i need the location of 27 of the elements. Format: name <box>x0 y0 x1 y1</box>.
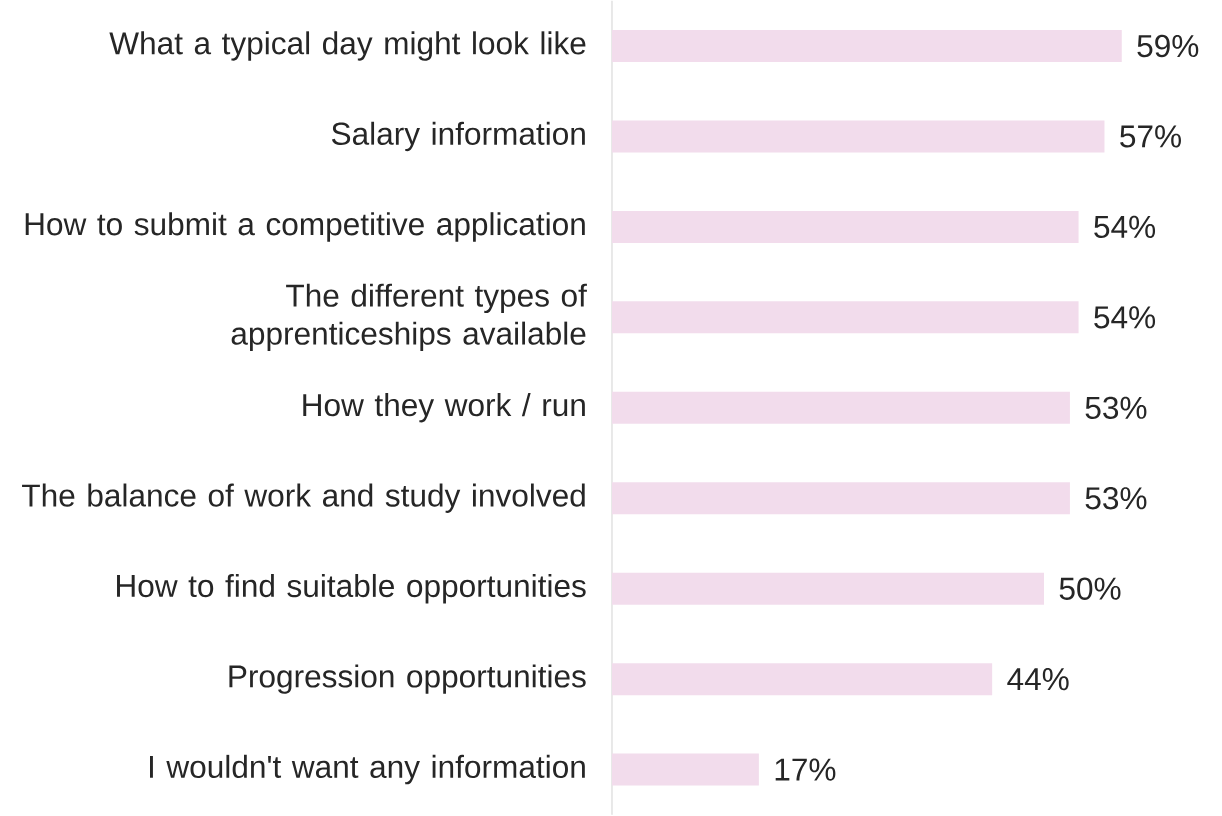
bar <box>611 663 993 696</box>
data-label: 59% <box>1137 35 1199 58</box>
y-tick-label: The balance of work and study involved <box>22 483 585 514</box>
data-label: 53% <box>1085 487 1147 510</box>
y-tick-label: Salary information <box>331 121 585 152</box>
data-label: 57% <box>1120 125 1181 148</box>
data-label: 53% <box>1085 396 1147 420</box>
y-tick-label: The different types of apprenticeships available <box>231 283 587 352</box>
data-label: 54% <box>1094 306 1156 329</box>
data-label: 17% <box>775 758 836 781</box>
data-label: 50% <box>1059 577 1121 601</box>
bar <box>611 572 1044 605</box>
bar <box>611 211 1079 244</box>
bar <box>611 301 1079 334</box>
y-tick-label: How to find suitable opportunities <box>117 574 586 604</box>
bar <box>611 392 1070 424</box>
bar <box>611 482 1070 515</box>
y-tick-label: Progression opportunities <box>229 664 586 695</box>
y-tick-label: How they work / run <box>303 393 585 423</box>
y-tick-label: How to submit a competitive application <box>25 212 585 242</box>
bar <box>611 753 759 786</box>
y-tick-label: I wouldn't want any information <box>149 755 585 785</box>
y-tick-label: What a typical day might look like <box>109 31 586 61</box>
bar <box>611 120 1105 153</box>
bar <box>611 30 1122 63</box>
data-label: 44% <box>1007 668 1069 691</box>
data-label: 54% <box>1094 216 1156 239</box>
